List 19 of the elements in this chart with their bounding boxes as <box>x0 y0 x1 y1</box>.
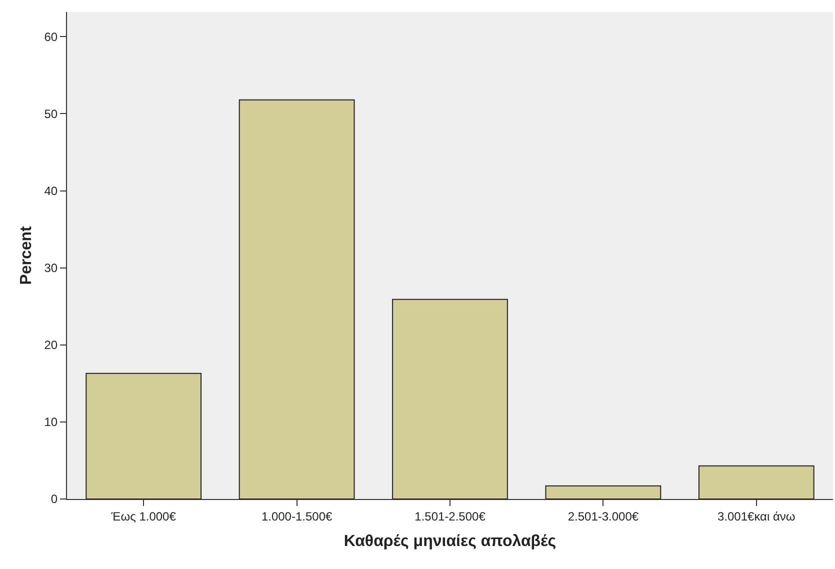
y-tick-label: 30 <box>44 261 58 276</box>
bar <box>545 485 662 499</box>
x-tick-label: Έως 1.000€ <box>110 509 176 524</box>
x-tick-label: 1.000-1.500€ <box>261 509 332 524</box>
x-axis-title: Καθαρές μηνιαίες απολαβές <box>344 533 556 550</box>
y-tick-label: 60 <box>44 30 58 44</box>
y-tick-label: 0 <box>50 492 58 506</box>
x-tick-label: 3.001€και άνω <box>717 509 796 524</box>
y-axis-title: Percent <box>18 225 36 285</box>
bar <box>86 372 202 499</box>
y-tick-label: 10 <box>44 415 58 430</box>
y-tick-label: 50 <box>44 106 58 121</box>
x-tick-label: 1.501-2.500€ <box>414 509 486 524</box>
x-tick-label: 2.501-3.000€ <box>568 509 639 524</box>
y-tick-label: 40 <box>44 184 58 198</box>
bar <box>238 99 355 499</box>
bar <box>698 465 814 499</box>
y-tick-label: 20 <box>44 338 58 352</box>
bar <box>392 298 508 499</box>
